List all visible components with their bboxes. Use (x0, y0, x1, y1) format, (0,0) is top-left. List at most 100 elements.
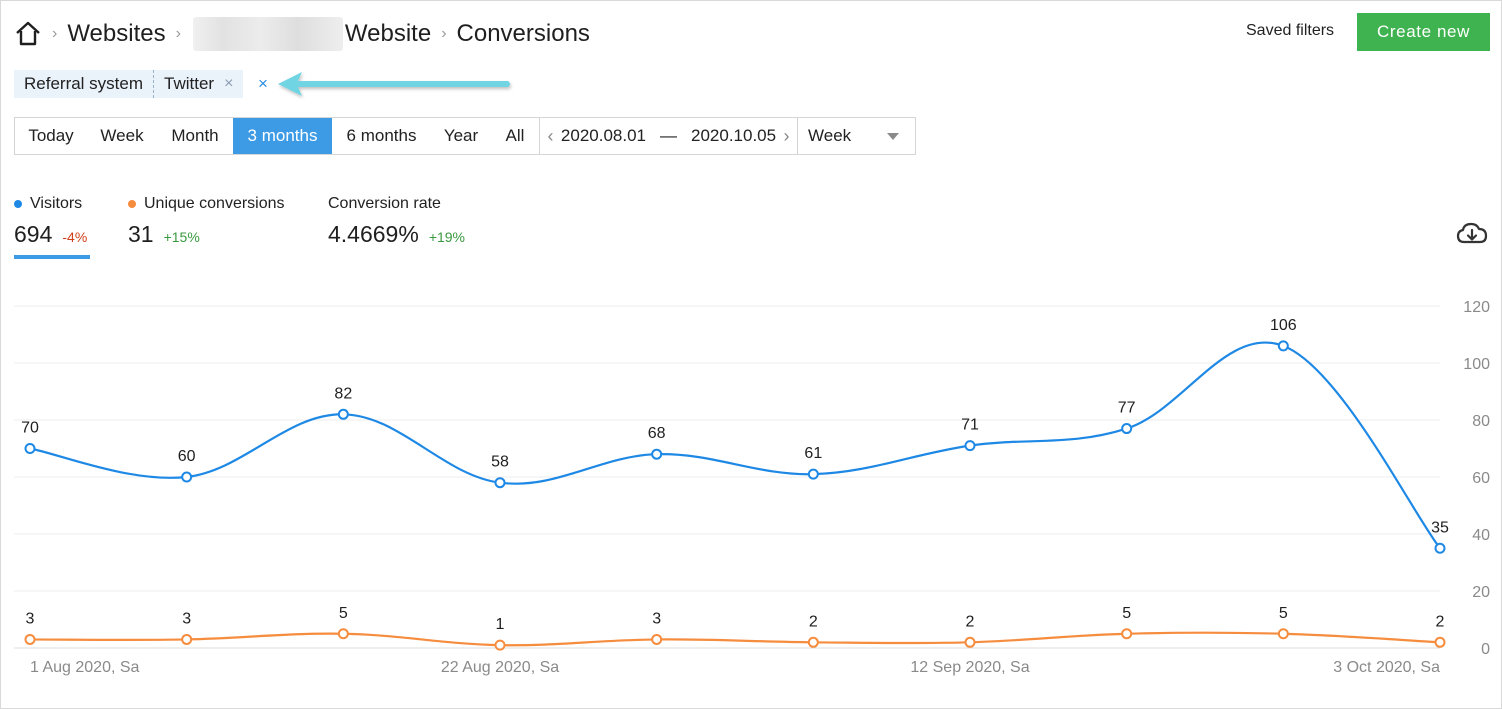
unique-conversions-data-label: 5 (1122, 605, 1131, 622)
visitors-data-label: 35 (1431, 519, 1449, 536)
x-tick-label: 12 Sep 2020, Sa (910, 659, 1029, 676)
period-month[interactable]: Month (171, 126, 219, 145)
metric-label: Visitors (30, 195, 83, 212)
home-icon[interactable] (14, 20, 42, 48)
unique-conversions-point (1277, 628, 1289, 640)
filter-chip-label: Referral system (24, 74, 144, 93)
conversions-legend-dot (128, 200, 136, 208)
date-separator: — (660, 126, 677, 145)
unique-conversions-data-label: 5 (1279, 605, 1288, 622)
period-year[interactable]: Year (443, 126, 479, 145)
unique-conversions-data-label: 5 (339, 605, 348, 622)
saved-filters-link[interactable]: Saved filters (1246, 22, 1335, 39)
metric-value: 4.4669% (328, 221, 419, 247)
chevron-down-icon (887, 133, 899, 140)
unique-conversions-line (29, 631, 1441, 647)
period-today[interactable]: Today (28, 126, 74, 145)
visitors-data-label: 70 (21, 420, 39, 437)
y-tick-label: 60 (1472, 470, 1490, 487)
x-tick-label: 3 Oct 2020, Sa (1333, 659, 1440, 676)
visitors-data-label: 61 (804, 445, 822, 462)
conversions-chart: 0 20 40 60 80 100 120 1 Aug 2020, Sa 22 Aug 2020… (14, 299, 1490, 676)
unique-conversions-point (1434, 636, 1446, 648)
clear-filters-icon[interactable]: × (258, 74, 268, 93)
create-new-button[interactable]: Create new (1357, 13, 1490, 51)
filter-chip-referral-system[interactable]: Referral system (14, 70, 155, 98)
visitors-line (29, 341, 1441, 549)
visitors-data-label: 106 (1270, 317, 1297, 334)
unique-conversions-data-label: 3 (26, 610, 35, 627)
visitors-legend-dot (14, 200, 22, 208)
chip-close-icon[interactable]: × (224, 75, 234, 92)
visitors-point (494, 477, 506, 489)
y-tick-label: 40 (1472, 527, 1490, 544)
y-tick-label: 20 (1472, 584, 1490, 601)
unique-conversions-point (651, 633, 663, 645)
unique-conversions-point (1121, 628, 1133, 640)
chevron-right-icon: › (52, 25, 58, 42)
filter-chips: Referral system Twitter × (14, 70, 244, 98)
visitors-point (1121, 423, 1133, 435)
visitors-point (337, 408, 349, 420)
filter-chip-label: Twitter (164, 74, 215, 93)
metric-conversion-rate[interactable]: Conversion rate 4.4669% +19% (328, 195, 465, 248)
breadcrumb-websites[interactable]: Websites (67, 20, 166, 47)
visitors-point (807, 468, 819, 480)
metric-delta: +15% (163, 229, 200, 245)
metric-visitors[interactable]: Visitors 694 -4% (14, 195, 87, 248)
visitors-data-label: 58 (491, 454, 509, 471)
x-tick-label: 1 Aug 2020, Sa (30, 659, 140, 676)
chevron-left-icon[interactable]: ‹ (547, 125, 554, 146)
visitors-point (24, 443, 36, 454)
y-tick-label: 0 (1481, 641, 1490, 658)
unique-conversions-data-label: 2 (966, 613, 975, 630)
visitors-data-label: 60 (178, 448, 196, 465)
granularity-select[interactable]: Week (797, 118, 915, 154)
visitors-point (181, 471, 193, 483)
unique-conversions-point (494, 639, 506, 651)
breadcrumb-website[interactable]: Website (344, 20, 432, 47)
unique-conversions-data-label: 3 (652, 610, 661, 627)
metric-unique-conversions[interactable]: Unique conversions 31 +15% (128, 195, 285, 248)
period-all[interactable]: All (505, 126, 525, 145)
metric-label: Conversion rate (328, 195, 441, 212)
y-tick-label: 80 (1472, 413, 1490, 430)
period-selector: Today Week Month 3 months 6 months Year … (14, 117, 916, 155)
period-week[interactable]: Week (100, 126, 144, 145)
unique-conversions-data-label: 3 (182, 610, 191, 627)
chevron-right-icon: › (175, 25, 181, 42)
unique-conversions-point (181, 633, 193, 645)
metric-delta: +19% (428, 229, 466, 245)
unique-conversions-point (807, 636, 819, 648)
chevron-right-icon: › (441, 25, 447, 42)
visitors-point (651, 448, 663, 460)
period-3-months[interactable]: 3 months (233, 118, 332, 154)
metric-value: 694 (14, 221, 53, 247)
unique-conversions-data-label: 2 (809, 613, 818, 630)
unique-conversions-point (337, 628, 349, 640)
metric-delta: -4% (62, 229, 88, 245)
active-metric-indicator (14, 255, 90, 259)
breadcrumb-conversions: Conversions (456, 20, 590, 47)
date-from[interactable]: 2020.08.01 (560, 126, 646, 145)
unique-conversions-data-label: 1 (496, 616, 505, 633)
visitors-point (964, 440, 976, 452)
date-to[interactable]: 2020.10.05 (691, 126, 777, 145)
chevron-right-icon[interactable]: › (783, 125, 790, 146)
metric-value: 31 (128, 221, 154, 247)
arrow-annotation-icon (278, 72, 510, 96)
x-tick-label: 22 Aug 2020, Sa (441, 659, 559, 676)
visitors-data-label: 82 (334, 385, 352, 402)
visitors-data-label: 68 (648, 425, 666, 442)
redacted-website-name (192, 17, 343, 51)
granularity-value: Week (808, 126, 852, 145)
y-tick-label: 100 (1463, 356, 1490, 373)
filter-chip-twitter[interactable]: Twitter × (154, 70, 244, 98)
visitors-data-label: 77 (1118, 400, 1136, 417)
visitors-point (1277, 340, 1289, 352)
unique-conversions-point (24, 633, 36, 645)
cloud-download-icon[interactable] (1456, 220, 1488, 248)
visitors-data-label: 71 (961, 417, 979, 434)
period-6-months[interactable]: 6 months (346, 126, 417, 145)
visitors-point (1434, 542, 1446, 554)
